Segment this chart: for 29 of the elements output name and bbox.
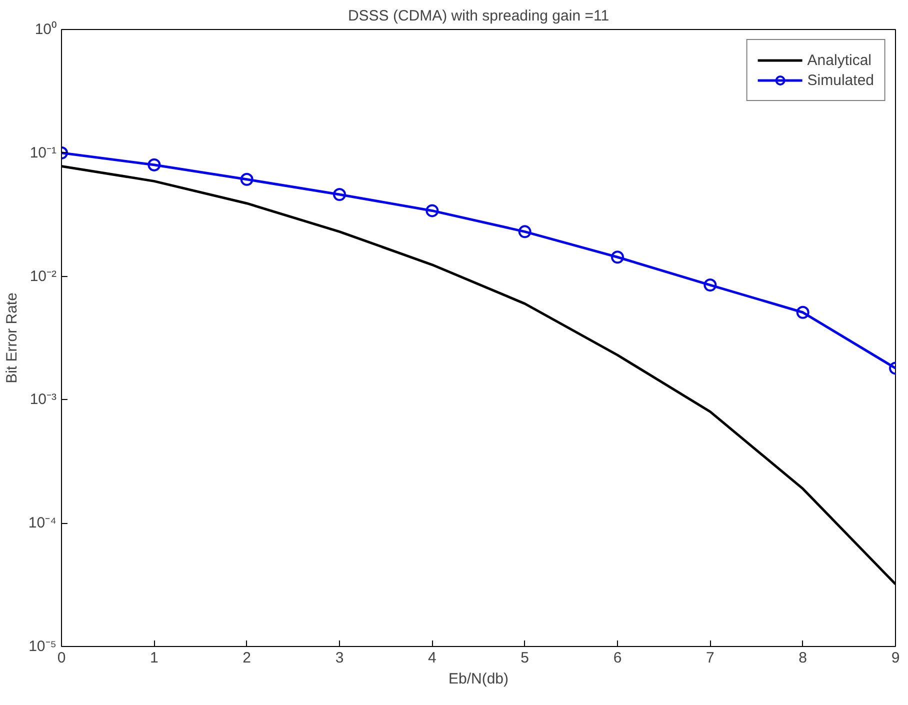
- x-tick-label: 8: [798, 650, 808, 666]
- point: [611, 250, 624, 264]
- x-tick-label: 1: [150, 650, 158, 666]
- y-tick-label: 10⁻³: [30, 391, 57, 408]
- x-tick-label: 7: [706, 650, 714, 666]
- x-tick-label: 3: [335, 650, 344, 666]
- y-tick-label: 10⁻⁴: [28, 514, 57, 532]
- point: [704, 278, 717, 292]
- x-tick-label: 4: [428, 650, 436, 666]
- chart-title: DSSS (CDMA) with spreading gain =11: [348, 8, 610, 24]
- y-tick-label: 10⁰: [34, 21, 57, 38]
- x-tick-label: 2: [242, 650, 252, 666]
- point: [148, 158, 161, 172]
- x-axis-title: Eb/N(db): [448, 670, 509, 688]
- point: [333, 188, 346, 202]
- legend-label: Simulated: [807, 72, 874, 88]
- x-tick-label: 5: [520, 650, 530, 666]
- point: [796, 306, 810, 319]
- x-tick-label: 6: [613, 650, 622, 666]
- y-tick-label: 10⁻⁵: [28, 638, 57, 655]
- x-tick-label: 0: [57, 650, 66, 666]
- x-tick-label: 9: [891, 650, 900, 666]
- y-tick-label: 10⁻²: [30, 268, 57, 285]
- legend-label: Analytical: [807, 52, 872, 68]
- point: [426, 204, 439, 218]
- point: [240, 172, 254, 186]
- point: [518, 225, 532, 238]
- y-tick-label: 10⁻¹: [30, 144, 57, 162]
- y-axis-title: Bit Error Rate: [3, 292, 20, 384]
